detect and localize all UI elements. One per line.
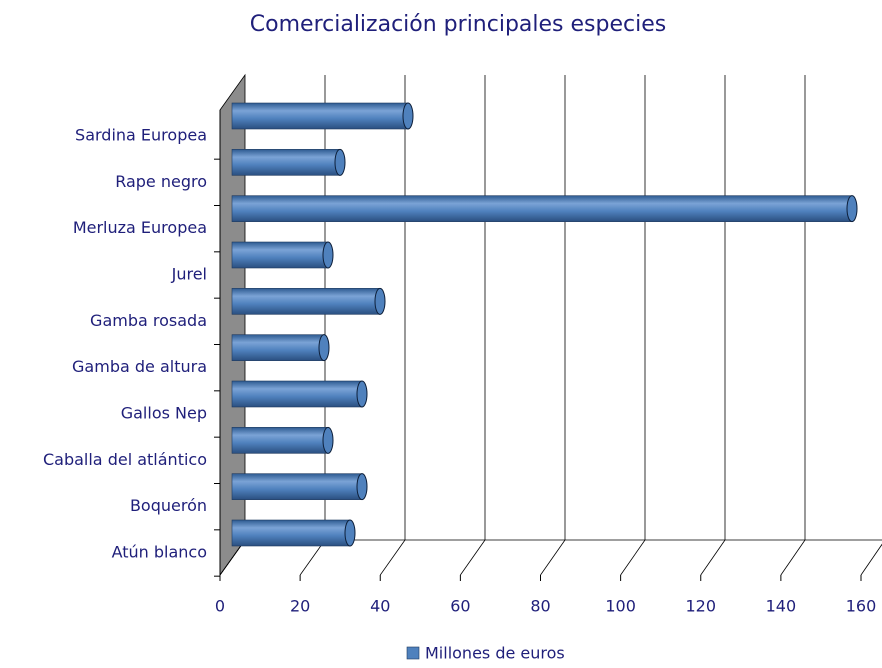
x-tick-label: 120	[685, 597, 716, 616]
floor-line	[620, 539, 646, 576]
floor-line	[700, 539, 726, 576]
chart-title: Comercialización principales especies	[250, 12, 666, 37]
floor-line	[540, 539, 566, 576]
bar	[231, 241, 329, 269]
x-tick-label: 100	[605, 597, 636, 616]
y-tick-label: Sardina Europea	[75, 126, 207, 145]
x-tick-label: 20	[290, 597, 310, 616]
bar-cap	[356, 380, 368, 408]
bar-cap	[322, 426, 334, 454]
bar	[231, 195, 853, 222]
floor-line	[860, 543, 882, 576]
x-tick-label: 40	[370, 597, 390, 616]
bar-cap	[374, 287, 386, 315]
y-tick-label: Atún blanco	[112, 543, 207, 562]
bar-cap	[344, 519, 356, 547]
y-tick-label: Gamba de altura	[72, 357, 207, 376]
y-tick-label: Boquerón	[130, 496, 207, 515]
floor-line	[780, 539, 806, 576]
bar	[231, 102, 409, 130]
bar-cap	[318, 334, 330, 362]
legend-swatch	[406, 646, 420, 660]
bar-cap	[322, 241, 334, 269]
y-tick-label: Caballa del atlántico	[43, 450, 207, 469]
x-tick-label: 140	[766, 597, 797, 616]
y-tick-label: Merluza Europea	[73, 218, 207, 237]
y-tick-label: Gallos Nep	[121, 404, 207, 423]
x-tick-label: 80	[530, 597, 550, 616]
bar-cap	[402, 102, 414, 130]
bar-cap	[846, 195, 858, 223]
x-tick-label: 60	[450, 597, 470, 616]
floor-line	[379, 539, 406, 576]
bar	[231, 519, 351, 547]
bar	[231, 473, 363, 500]
y-tick-label: Gamba rosada	[90, 311, 207, 330]
bar	[231, 334, 325, 361]
bar	[231, 288, 381, 315]
bar-cap	[334, 148, 346, 176]
legend-label: Millones de euros	[425, 644, 565, 663]
bar	[231, 149, 341, 176]
bar	[231, 380, 363, 408]
floor-line	[460, 539, 486, 576]
bar-cap	[356, 473, 368, 501]
y-tick-label: Jurel	[171, 265, 207, 284]
x-tick-label: 160	[846, 597, 877, 616]
x-tick-label: 0	[215, 597, 225, 616]
y-tick-label: Rape negro	[115, 172, 207, 191]
bar	[231, 427, 329, 454]
